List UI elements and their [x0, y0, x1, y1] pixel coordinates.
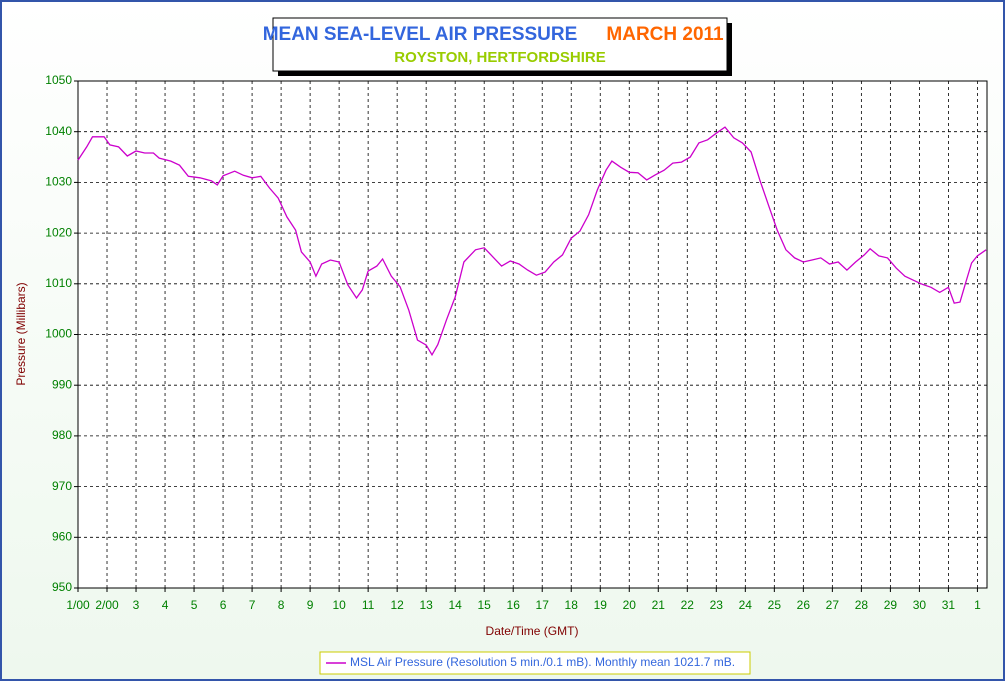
x-tick-label: 19: [594, 598, 608, 612]
x-tick-label: 8: [278, 598, 285, 612]
x-tick-label: 24: [739, 598, 753, 612]
x-tick-label: 12: [390, 598, 404, 612]
x-tick-label: 26: [797, 598, 811, 612]
plot-area: [77, 80, 988, 589]
y-tick-label: 1030: [45, 175, 72, 189]
y-tick-label: 1040: [45, 124, 72, 138]
x-tick-label: 10: [332, 598, 346, 612]
x-tick-label: 25: [768, 598, 782, 612]
x-tick-label: 3: [133, 598, 140, 612]
x-tick-label: 28: [855, 598, 869, 612]
y-tick-label: 980: [52, 428, 72, 442]
x-tick-label: 1: [974, 598, 981, 612]
x-tick-label: 7: [249, 598, 256, 612]
x-tick-label: 18: [565, 598, 579, 612]
series-line: [77, 126, 987, 357]
y-tick-label: 1010: [45, 276, 72, 290]
y-tick-label: 990: [52, 377, 72, 391]
x-tick-label: 27: [826, 598, 840, 612]
x-tick-label: 31: [942, 598, 956, 612]
y-axis-label: Pressure (Millibars): [14, 282, 28, 385]
x-tick-label: 16: [507, 598, 521, 612]
x-tick-label: 17: [536, 598, 550, 612]
y-tick-label: 970: [52, 479, 72, 493]
x-tick-label: 4: [162, 598, 169, 612]
x-tick-label: 23: [710, 598, 724, 612]
x-tick-label: 11: [362, 598, 375, 612]
title-period: MARCH 2011: [606, 24, 724, 45]
y-tick-label: 1050: [45, 73, 72, 87]
y-tick-label: 950: [52, 580, 72, 594]
x-tick-label: 22: [681, 598, 695, 612]
legend-entry: MSL Air Pressure (Resolution 5 min./0.1 …: [350, 655, 735, 669]
title-box: [272, 17, 728, 72]
y-tick-label: 1020: [45, 225, 72, 239]
x-tick-label: 29: [884, 598, 898, 612]
x-tick-label: 9: [307, 598, 314, 612]
subtitle: ROYSTON, HERTFORDSHIRE: [394, 49, 605, 66]
x-tick-label: 6: [220, 598, 227, 612]
x-tick-label: 21: [652, 598, 666, 612]
chart-title: MEAN SEA-LEVEL AIR PRESSURE: [263, 24, 578, 45]
x-tick-label: 2/00: [95, 598, 119, 612]
y-tick-label: 1000: [45, 327, 72, 341]
x-tick-label: 5: [191, 598, 198, 612]
x-axis-label: Date/Time (GMT): [486, 624, 579, 638]
legend-box: [319, 651, 751, 675]
x-tick-label: 30: [913, 598, 927, 612]
x-tick-label: 1/00: [66, 598, 90, 612]
x-tick-label: 15: [478, 598, 492, 612]
y-tick-label: 960: [52, 529, 72, 543]
x-tick-label: 20: [623, 598, 637, 612]
x-tick-label: 14: [448, 598, 462, 612]
x-tick-label: 13: [419, 598, 433, 612]
